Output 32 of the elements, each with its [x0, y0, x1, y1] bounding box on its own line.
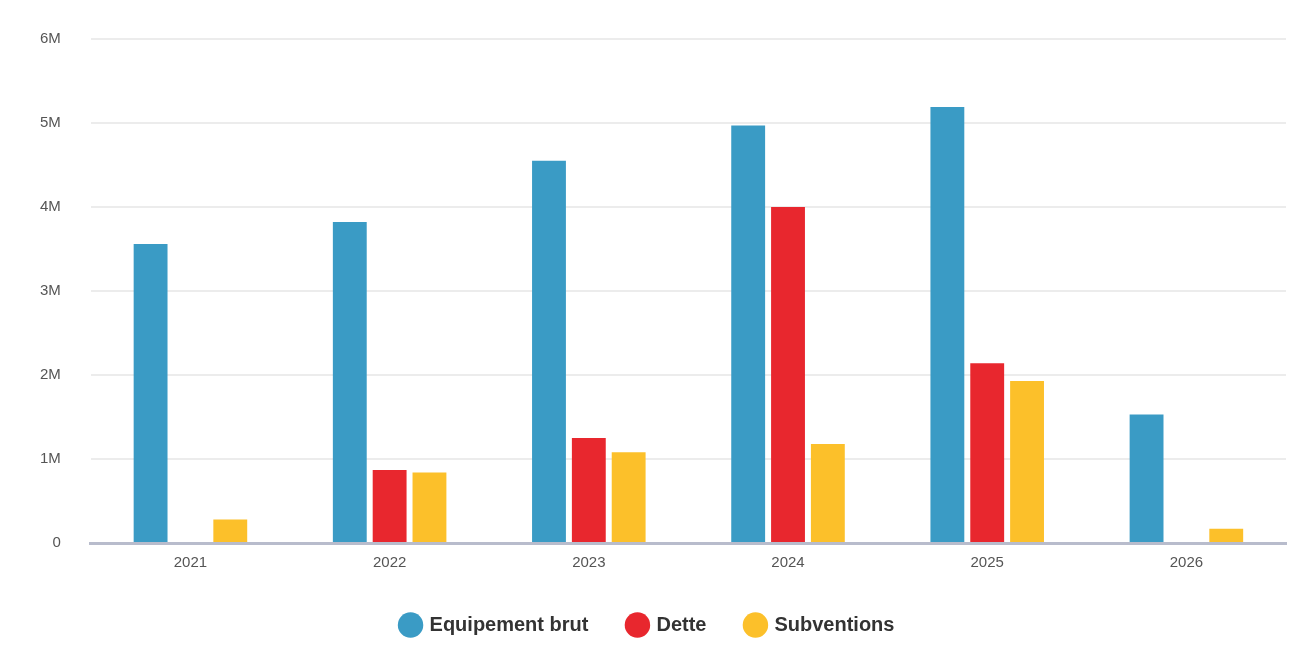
x-tick-label: 2025 — [970, 553, 1004, 571]
legend-label: Dette — [656, 612, 707, 635]
y-tick-label: 0 — [52, 533, 61, 551]
y-tick-label: 3M — [39, 281, 61, 299]
bar — [930, 107, 965, 542]
bar — [970, 363, 1005, 542]
bar — [571, 438, 606, 542]
bar — [810, 443, 845, 542]
bar — [611, 452, 646, 542]
x-tick-label: 2024 — [771, 553, 805, 571]
bar — [731, 125, 766, 542]
bar — [1209, 528, 1244, 542]
bar — [412, 472, 447, 542]
bar — [372, 469, 407, 542]
bar — [771, 207, 805, 542]
bar — [532, 160, 566, 542]
legend-label: Equipement brut — [429, 612, 589, 635]
bar — [332, 222, 367, 542]
x-tick-label: 2026 — [1169, 553, 1204, 571]
x-tick-label: 2023 — [572, 553, 606, 571]
y-tick-label: 1M — [39, 449, 61, 467]
bar — [133, 243, 168, 542]
y-tick-label: 4M — [39, 197, 61, 215]
y-tick-label: 6M — [39, 29, 61, 47]
y-tick-label: 2M — [39, 365, 61, 383]
x-tick-label: 2022 — [372, 553, 407, 571]
y-tick-label: 5M — [39, 113, 61, 131]
x-tick-label: 2021 — [173, 553, 208, 571]
bar — [1010, 380, 1044, 542]
bar — [213, 519, 248, 542]
legend-label: Subventions — [774, 612, 895, 635]
bar — [1129, 414, 1164, 542]
